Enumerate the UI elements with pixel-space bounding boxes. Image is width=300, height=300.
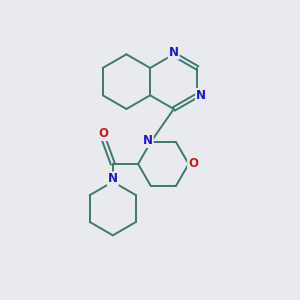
Text: O: O <box>98 127 108 140</box>
Text: N: N <box>108 172 118 185</box>
Text: O: O <box>188 158 198 170</box>
Text: N: N <box>169 46 179 59</box>
Text: N: N <box>143 134 153 147</box>
Text: N: N <box>196 89 206 102</box>
